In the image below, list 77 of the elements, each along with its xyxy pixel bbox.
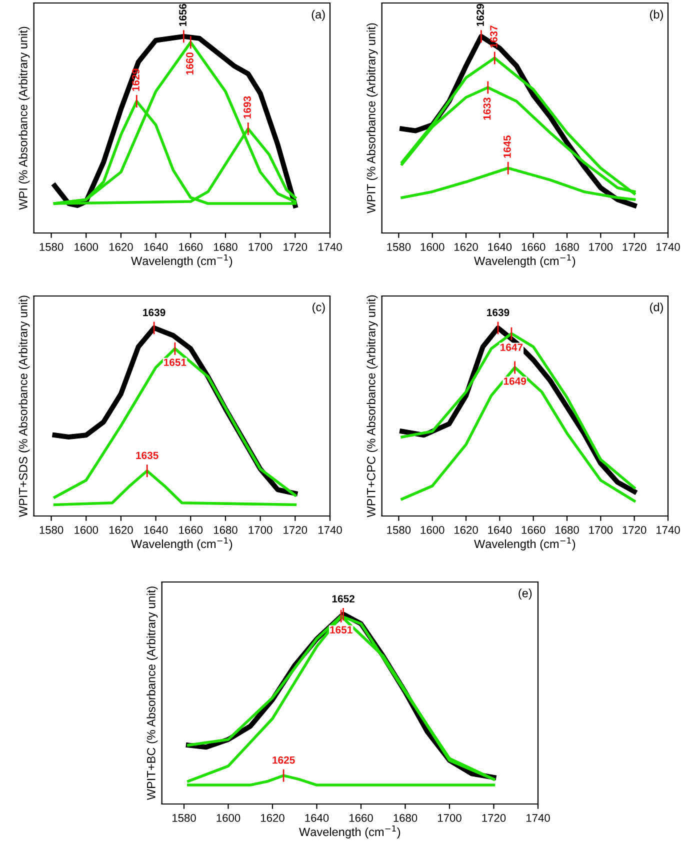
annotation: 1645 — [504, 136, 511, 158]
annotation: 1656 — [179, 4, 186, 26]
annotation: 1651 — [164, 358, 186, 366]
annotation: 1625 — [272, 756, 295, 764]
annotation: 1637 — [490, 26, 498, 48]
x-axis-title: Wavelength (cm$^{−1}$) — [131, 254, 232, 268]
annotation: 1639 — [143, 308, 166, 316]
x-tick-label: 1640 — [144, 526, 168, 534]
x-tick-label: 1580 — [40, 526, 64, 534]
chart-title: (d) — [650, 302, 663, 314]
annotation: 1647 — [500, 344, 523, 351]
x-tick-label: 1580 — [172, 814, 196, 822]
annotation: 1660 — [186, 52, 194, 75]
y-axis-title: WPIT+CPC (% Absorbance (Arbitrary unit) — [366, 295, 378, 518]
x-tick-label: 1660 — [522, 243, 546, 251]
x-tick-label: 1700 — [589, 243, 613, 251]
x-tick-label: 1680 — [556, 243, 579, 251]
annotation: 1649 — [504, 377, 526, 385]
x-tick-label: 1680 — [394, 814, 418, 822]
x-tick-label: 1720 — [622, 243, 646, 251]
x-axis-title: Wavelength (cm$^{−1}$) — [299, 825, 400, 838]
x-axis-title: Wavelength (cm$^{−1}$) — [474, 254, 576, 268]
chart-title: (a) — [312, 10, 325, 21]
annotation: 1629 — [132, 68, 140, 91]
x-tick-label: 1640 — [305, 814, 329, 822]
x-tick-label: 1740 — [318, 526, 342, 534]
annotation: 1693 — [244, 96, 251, 118]
x-tick-label: 1600 — [420, 243, 444, 251]
x-tick-label: 1620 — [109, 243, 133, 251]
x-tick-label: 1740 — [318, 243, 342, 251]
x-tick-label: 1660 — [179, 243, 203, 251]
x-tick-label: 1700 — [248, 526, 272, 534]
y-axis-title: WPIT+BC (% Absorbance (Arbitrary unit) — [146, 586, 158, 800]
y-axis-title: WPIT (% Absorbance (Arbitrary unit) — [366, 23, 378, 214]
x-tick-label: 1640 — [488, 526, 512, 534]
annotation: 1629 — [476, 4, 484, 26]
annotation: 1651 — [330, 626, 352, 634]
x-tick-label: 1640 — [144, 243, 168, 251]
x-tick-label: 1600 — [74, 243, 98, 251]
x-tick-label: 1740 — [656, 526, 680, 534]
x-axis-title: Wavelength (cm$^{−1}$) — [131, 537, 232, 550]
x-tick-label: 1620 — [454, 526, 478, 534]
x-tick-label: 1580 — [387, 526, 411, 534]
x-axis-title: Wavelength (cm$^{−1}$) — [474, 537, 576, 550]
chart-title: (c) — [312, 302, 325, 314]
chart-title: (b) — [650, 10, 663, 21]
x-tick-label: 1620 — [260, 814, 284, 822]
chart-title: (e) — [518, 588, 532, 600]
annotation: 1633 — [483, 98, 491, 120]
x-tick-label: 1580 — [40, 243, 64, 251]
x-tick-label: 1660 — [522, 526, 546, 534]
x-tick-label: 1660 — [349, 814, 373, 822]
x-tick-label: 1720 — [622, 526, 646, 534]
x-tick-label: 1640 — [488, 243, 512, 251]
x-tick-label: 1700 — [248, 243, 272, 251]
annotation: 1652 — [332, 595, 354, 602]
x-tick-label: 1600 — [74, 526, 98, 534]
x-tick-label: 1680 — [214, 526, 238, 534]
x-tick-label: 1600 — [420, 526, 444, 534]
x-tick-label: 1720 — [482, 814, 506, 822]
x-tick-label: 1580 — [387, 243, 411, 251]
x-tick-label: 1740 — [526, 814, 550, 822]
x-tick-label: 1660 — [179, 526, 203, 534]
x-tick-label: 1620 — [454, 243, 478, 251]
x-tick-label: 1680 — [556, 526, 579, 534]
x-tick-label: 1720 — [284, 243, 308, 251]
x-tick-label: 1720 — [284, 526, 308, 534]
annotation: 1635 — [136, 452, 158, 460]
annotation: 1639 — [487, 308, 510, 316]
x-tick-label: 1700 — [589, 526, 613, 534]
y-axis-title: WPI (% Absorbance (Arbitrary unit) — [18, 26, 30, 210]
x-tick-label: 1700 — [438, 814, 462, 822]
y-axis-title: WPIT+SDS (% Absorbance (Arbitrary unit) — [18, 296, 30, 517]
x-tick-label: 1620 — [109, 526, 133, 534]
x-tick-label: 1600 — [216, 814, 240, 822]
x-tick-label: 1680 — [214, 243, 238, 251]
x-tick-label: 1740 — [656, 243, 680, 251]
